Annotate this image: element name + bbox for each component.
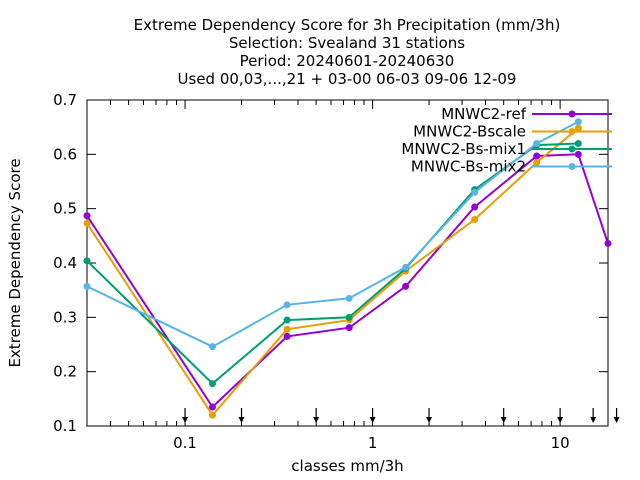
class-threshold-arrowhead [369, 417, 376, 423]
data-point-mnwc2-ref [574, 150, 582, 158]
y-axis-label: Extreme Dependency Score [6, 158, 24, 367]
y-tick-label: 0.3 [53, 308, 77, 326]
data-point-mnwc2-bscale [574, 124, 582, 132]
data-point-mnwc2-bscale [208, 411, 216, 419]
class-threshold-arrowhead [500, 417, 507, 423]
data-point-mnwc2-bscale [471, 216, 479, 224]
data-point-mnwc2-bs-mix1 [283, 316, 291, 324]
data-point-mnwc2-ref [604, 239, 612, 247]
data-point-mnwc-bs-mix2 [471, 188, 479, 196]
data-point-mnwc2-bs-mix1 [574, 139, 582, 147]
series-line-mnwc2-ref [86, 153, 609, 409]
class-threshold-arrowhead [426, 417, 433, 423]
y-tick-label: 0.7 [53, 91, 77, 109]
data-point-mnwc-bs-mix2 [402, 263, 410, 271]
x-tick-label: 10 [551, 434, 570, 452]
legend: MNWC2-refMNWC2-BscaleMNWC2-Bs-mix1MNWC-B… [401, 105, 612, 176]
legend-label-mnwc2-bs-mix1: MNWC2-Bs-mix1 [401, 140, 526, 158]
data-point-mnwc-bs-mix2 [345, 294, 353, 302]
data-point-mnwc-bs-mix2 [283, 301, 291, 309]
chart-title: Extreme Dependency Score for 3h Precipit… [134, 16, 561, 88]
data-series [83, 118, 612, 419]
legend-label-mnwc-bs-mix2: MNWC-Bs-mix2 [411, 158, 526, 176]
class-threshold-arrowhead [613, 417, 620, 423]
class-threshold-arrowhead [557, 417, 564, 423]
class-threshold-arrowhead [182, 417, 189, 423]
title-line-3: Period: 20240601-20240630 [240, 52, 455, 70]
class-threshold-arrowhead [590, 417, 597, 423]
legend-marker-mnwc2-bscale [568, 128, 576, 135]
legend-label-mnwc2-ref: MNWC2-ref [441, 105, 526, 123]
series-line-mnwc-bs-mix2 [86, 120, 579, 348]
y-tick-label: 0.2 [53, 363, 77, 381]
legend-marker-mnwc-bs-mix2 [568, 163, 576, 170]
x-tick-label: 0.1 [173, 434, 197, 452]
data-point-mnwc2-ref [208, 403, 216, 411]
x-axis-label: classes mm/3h [291, 457, 403, 475]
title-line-4: Used 00,03,...,21 + 03-00 06-03 09-06 12… [178, 70, 517, 88]
series-line-mnwc2-bscale [86, 127, 579, 417]
data-point-mnwc2-bs-mix1 [345, 313, 353, 321]
data-point-mnwc2-ref [83, 212, 91, 220]
class-threshold-markers [182, 408, 620, 423]
title-line-2: Selection: Svealand 31 stations [229, 34, 465, 52]
data-point-mnwc-bs-mix2 [574, 118, 582, 126]
data-point-mnwc2-ref [283, 332, 291, 340]
title-line-1: Extreme Dependency Score for 3h Precipit… [134, 16, 561, 34]
data-point-mnwc-bs-mix2 [83, 282, 91, 290]
data-point-mnwc2-bscale [533, 158, 541, 166]
class-threshold-arrowhead [313, 417, 320, 423]
x-tick-label: 1 [368, 434, 378, 452]
data-point-mnwc2-bs-mix1 [208, 380, 216, 388]
data-point-mnwc2-ref [533, 152, 541, 160]
legend-marker-mnwc2-bs-mix1 [568, 145, 576, 153]
data-point-mnwc2-ref [402, 282, 410, 290]
data-point-mnwc-bs-mix2 [208, 343, 216, 351]
y-tick-label: 0.6 [53, 145, 77, 163]
data-point-mnwc-bs-mix2 [533, 139, 541, 147]
data-point-mnwc2-bscale [283, 325, 291, 333]
y-tick-label: 0.1 [53, 417, 77, 435]
data-point-mnwc2-bscale [83, 219, 91, 227]
legend-label-mnwc2-bscale: MNWC2-Bscale [413, 123, 526, 141]
data-point-mnwc2-bs-mix1 [83, 257, 91, 265]
y-tick-label: 0.5 [53, 200, 77, 218]
data-point-mnwc2-ref [471, 203, 479, 211]
y-tick-label: 0.4 [53, 254, 77, 272]
data-point-mnwc2-ref [345, 324, 353, 332]
legend-marker-mnwc2-ref [568, 110, 576, 118]
class-threshold-arrowhead [238, 417, 245, 423]
series-line-mnwc2-bs-mix1 [86, 142, 579, 385]
